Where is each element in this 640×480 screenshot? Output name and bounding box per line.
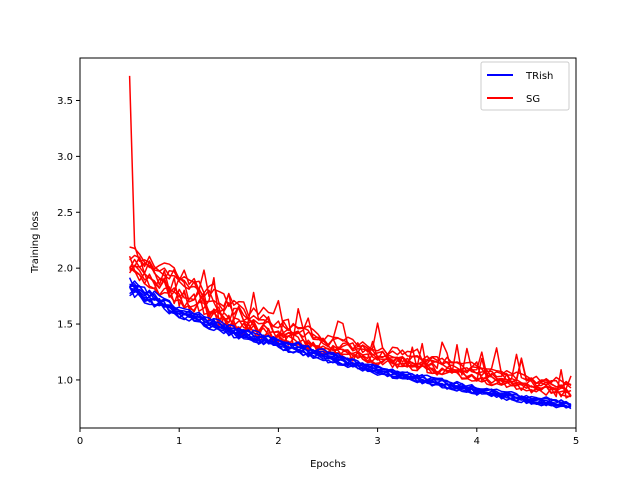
sg-run-line-2 [129, 254, 572, 389]
y-axis-label: Training loss [30, 211, 41, 274]
trish-run-line-10 [129, 288, 572, 409]
x-tick-label: 1 [176, 436, 182, 447]
plot-frame [79, 57, 577, 429]
x-axis-label: Epochs [310, 459, 346, 470]
x-tick-label: 4 [474, 436, 480, 447]
sg-run-line-10 [129, 265, 572, 395]
legend-label-trish: TRish [525, 71, 553, 82]
legend-box [480, 61, 570, 111]
plot-lines [128, 75, 572, 410]
legend: TRish SG [480, 61, 570, 111]
sg-run-line-7 [128, 258, 572, 394]
trish-run-line-9 [128, 277, 572, 406]
x-tick-label: 0 [77, 436, 83, 447]
y-tick-label: 2.0 [57, 264, 73, 275]
sg-run-line-8 [129, 246, 572, 386]
y-tick-label: 1.0 [57, 375, 73, 386]
x-tick-label: 2 [275, 436, 281, 447]
axes: 0 1 2 3 4 5 1.0 1.5 2.0 2.5 3.0 3.5 [57, 57, 579, 447]
x-tick-label: 3 [374, 436, 380, 447]
x-tick-label: 5 [573, 436, 579, 447]
y-tick-label: 1.5 [57, 320, 73, 331]
y-tick-label: 2.5 [57, 208, 73, 219]
sg-run-line-9 [129, 267, 572, 399]
y-tick-label: 3.5 [57, 96, 73, 107]
y-tick-label: 3.0 [57, 152, 73, 163]
legend-label-sg: SG [526, 94, 540, 105]
